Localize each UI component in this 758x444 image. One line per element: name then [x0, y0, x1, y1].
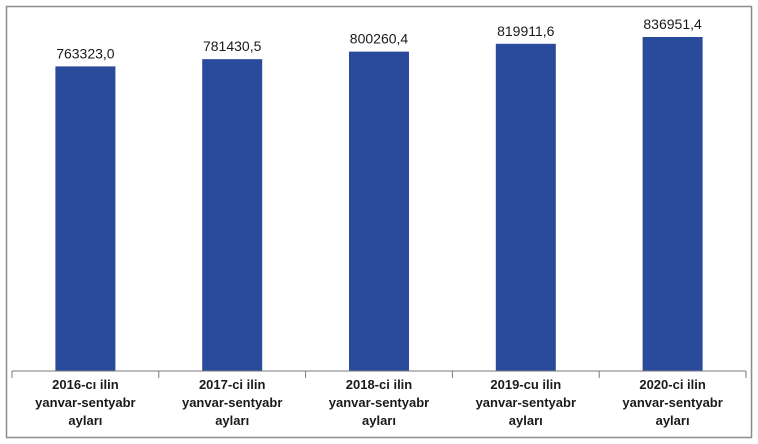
- category-label-4-line-1: 2019-cu ilin: [490, 377, 561, 392]
- bars-layer: [55, 37, 703, 372]
- category-label-5-line-3: ayları: [656, 413, 690, 428]
- value-label-3: 800260,4: [350, 31, 409, 47]
- category-label-3-line-2: yanvar-sentyabr: [329, 395, 429, 410]
- category-label-1-line-1: 2016-cı ilin: [52, 377, 119, 392]
- bar-1: [55, 66, 116, 371]
- category-labels-layer: 2016-cı ilin yanvar-sentyabr ayları 2017-ci…: [35, 377, 723, 428]
- category-label-5-line-1: 2020-ci ilin: [639, 377, 706, 392]
- value-label-2: 781430,5: [203, 38, 262, 54]
- bar-4: [495, 43, 556, 372]
- value-label-1: 763323,0: [56, 45, 115, 61]
- category-label-3-line-3: ayları: [362, 413, 396, 428]
- category-label-2-line-2: yanvar-sentyabr: [182, 395, 282, 410]
- category-label-4-line-3: ayları: [509, 413, 543, 428]
- bar-5: [642, 37, 703, 371]
- value-label-5: 836951,4: [643, 16, 702, 32]
- bar-2: [202, 59, 263, 371]
- category-label-1-line-2: yanvar-sentyabr: [35, 395, 135, 410]
- category-label-1-line-3: ayları: [68, 413, 102, 428]
- category-label-3-line-1: 2018-ci ilin: [346, 377, 413, 392]
- value-labels-layer: 763323,0 781430,5 800260,4 819911,6 836951,4: [56, 16, 702, 61]
- bar-3: [349, 51, 409, 371]
- category-label-5-line-2: yanvar-sentyabr: [622, 395, 722, 410]
- value-label-4: 819911,6: [497, 23, 555, 39]
- x-axis-ticks: [11, 371, 747, 378]
- category-label-2-line-1: 2017-ci ilin: [199, 377, 266, 392]
- category-label-2-line-3: ayları: [215, 413, 249, 428]
- category-label-4-line-2: yanvar-sentyabr: [476, 395, 576, 410]
